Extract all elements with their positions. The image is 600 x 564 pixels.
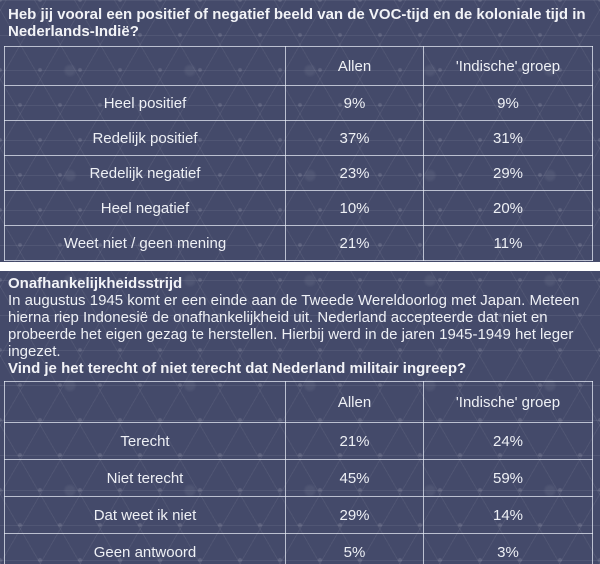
indische-header-cell: 'Indische' groep <box>423 381 593 423</box>
allen-value-cell: 45% <box>285 459 424 497</box>
body-line: ingezet. <box>8 343 61 360</box>
row-label-cell: Heel positief <box>4 85 286 121</box>
indische-value-cell: 31% <box>423 120 593 156</box>
question1-line2: Nederlands-Indië? <box>8 23 139 40</box>
table-row: Weet niet / geen mening 21% 11% <box>4 225 593 261</box>
row-label-cell: Redelijk positief <box>4 120 286 156</box>
allen-value-cell: 29% <box>285 496 424 534</box>
allen-value-cell: 23% <box>285 155 424 191</box>
section-divider <box>0 262 600 271</box>
allen-header-cell: Allen <box>285 381 424 423</box>
empty-header-cell <box>4 381 286 423</box>
indische-value-cell: 3% <box>423 533 593 564</box>
empty-header-cell <box>4 46 286 86</box>
indische-value-cell: 24% <box>423 422 593 460</box>
table-row: Niet terecht 45% 59% <box>4 459 593 497</box>
body-line: In augustus 1945 komt er een einde aan d… <box>8 292 580 309</box>
table-row: Redelijk positief 37% 31% <box>4 120 593 156</box>
table-header-row: Allen 'Indische' groep <box>4 46 593 86</box>
row-label-cell: Niet terecht <box>4 459 286 497</box>
indische-value-cell: 20% <box>423 190 593 226</box>
allen-value-cell: 21% <box>285 225 424 261</box>
table-row: Heel positief 9% 9% <box>4 85 593 121</box>
row-label-cell: Terecht <box>4 422 286 460</box>
voc-opinion-table: Allen 'Indische' groep Heel positief 9% … <box>4 46 593 261</box>
independence-text-block: Onafhankelijkheidsstrijd In augustus 194… <box>8 275 596 377</box>
table-row: Dat weet ik niet 29% 14% <box>4 496 593 534</box>
body-line: hierna riep Indonesië de onafhankelijkhe… <box>8 309 548 326</box>
allen-value-cell: 5% <box>285 533 424 564</box>
indische-header-cell: 'Indische' groep <box>423 46 593 86</box>
row-label-cell: Weet niet / geen mening <box>4 225 286 261</box>
question1-title: Heb jij vooral een positief of negatief … <box>8 6 594 40</box>
question2-title: Vind je het terecht of niet terecht dat … <box>8 360 467 377</box>
indische-value-cell: 14% <box>423 496 593 534</box>
allen-value-cell: 9% <box>285 85 424 121</box>
indische-value-cell: 9% <box>423 85 593 121</box>
row-label-cell: Dat weet ik niet <box>4 496 286 534</box>
row-label-cell: Redelijk negatief <box>4 155 286 191</box>
allen-header-cell: Allen <box>285 46 424 86</box>
table-row: Terecht 21% 24% <box>4 422 593 460</box>
table-row: Geen antwoord 5% 3% <box>4 533 593 564</box>
indische-value-cell: 11% <box>423 225 593 261</box>
allen-value-cell: 21% <box>285 422 424 460</box>
table-row: Redelijk negatief 23% 29% <box>4 155 593 191</box>
section-heading: Onafhankelijkheidsstrijd <box>8 275 183 292</box>
body-line: probeerde het eigen gezag te herstellen.… <box>8 326 574 343</box>
row-label-cell: Geen antwoord <box>4 533 286 564</box>
table-row: Heel negatief 10% 20% <box>4 190 593 226</box>
military-intervention-table: Allen 'Indische' groep Terecht 21% 24% N… <box>4 381 593 564</box>
indische-value-cell: 29% <box>423 155 593 191</box>
row-label-cell: Heel negatief <box>4 190 286 226</box>
allen-value-cell: 10% <box>285 190 424 226</box>
question1-line1: Heb jij vooral een positief of negatief … <box>8 6 586 23</box>
table-header-row: Allen 'Indische' groep <box>4 381 593 423</box>
allen-value-cell: 37% <box>285 120 424 156</box>
indische-value-cell: 59% <box>423 459 593 497</box>
